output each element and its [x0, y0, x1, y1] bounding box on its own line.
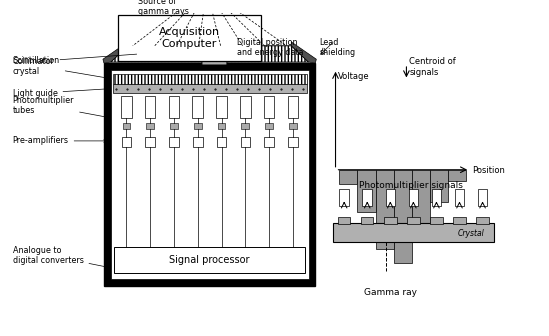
Bar	[477, 217, 489, 223]
Bar	[412, 170, 430, 230]
Bar	[122, 123, 130, 129]
Bar	[430, 170, 448, 202]
Bar	[193, 137, 203, 147]
Polygon shape	[103, 42, 128, 63]
Text: Photomultiplier signals: Photomultiplier signals	[358, 181, 462, 190]
Bar	[264, 96, 274, 118]
Bar	[288, 96, 298, 118]
Bar	[121, 96, 132, 118]
Bar	[265, 123, 273, 129]
Text: Scintillation
crystal: Scintillation crystal	[13, 56, 110, 78]
Bar	[394, 170, 412, 263]
Bar	[333, 222, 494, 242]
Bar	[217, 123, 226, 129]
Text: Voltage: Voltage	[338, 72, 369, 81]
Text: Photomultiplier
tubes: Photomultiplier tubes	[13, 96, 108, 117]
Bar	[361, 217, 373, 223]
Bar	[289, 123, 296, 129]
Bar	[147, 123, 154, 129]
Bar	[288, 137, 298, 147]
Text: Gamma ray: Gamma ray	[364, 288, 417, 297]
Bar	[407, 217, 419, 223]
Bar	[357, 170, 376, 212]
Bar	[339, 189, 349, 206]
Bar	[113, 74, 307, 84]
Bar	[113, 84, 307, 93]
Bar	[264, 137, 274, 147]
Text: Light guide: Light guide	[13, 89, 110, 98]
Bar	[448, 170, 466, 181]
Bar	[432, 189, 441, 206]
Bar	[339, 170, 357, 184]
Bar	[145, 137, 155, 147]
Text: Acquisition
Computer: Acquisition Computer	[159, 27, 220, 49]
Bar	[115, 247, 305, 272]
Text: Pre-amplifiers: Pre-amplifiers	[13, 136, 107, 145]
Text: Digital position
and energy data: Digital position and energy data	[238, 38, 304, 57]
Polygon shape	[111, 46, 309, 62]
Text: Lead
shielding: Lead shielding	[319, 38, 355, 57]
Bar	[111, 70, 309, 279]
Bar	[169, 96, 179, 118]
Bar	[362, 189, 372, 206]
Bar	[170, 123, 178, 129]
Bar	[193, 96, 203, 118]
Bar	[455, 189, 464, 206]
Bar	[194, 123, 201, 129]
Polygon shape	[194, 21, 234, 65]
Bar	[242, 123, 249, 129]
Bar	[119, 15, 261, 61]
Bar	[478, 189, 488, 206]
Bar	[169, 137, 179, 147]
Text: Collimator: Collimator	[13, 54, 137, 66]
Text: Centroid of
signals: Centroid of signals	[410, 57, 456, 77]
Bar	[145, 96, 155, 118]
Polygon shape	[292, 42, 316, 63]
Text: Position: Position	[472, 166, 505, 175]
Bar	[338, 217, 350, 223]
Bar	[240, 96, 250, 118]
Bar	[430, 217, 442, 223]
Bar	[121, 137, 131, 147]
Text: Source of
gamma rays: Source of gamma rays	[138, 0, 188, 16]
Bar	[384, 217, 396, 223]
Bar	[216, 96, 227, 118]
Text: Crystal: Crystal	[458, 229, 484, 238]
Bar	[376, 170, 394, 249]
Bar	[385, 189, 395, 206]
Text: Analogue to
digital converters: Analogue to digital converters	[13, 246, 108, 267]
Bar	[104, 63, 315, 286]
Bar	[217, 137, 226, 147]
Bar	[453, 217, 466, 223]
Text: Signal processor: Signal processor	[170, 255, 250, 264]
Bar	[240, 137, 250, 147]
Bar	[408, 189, 418, 206]
